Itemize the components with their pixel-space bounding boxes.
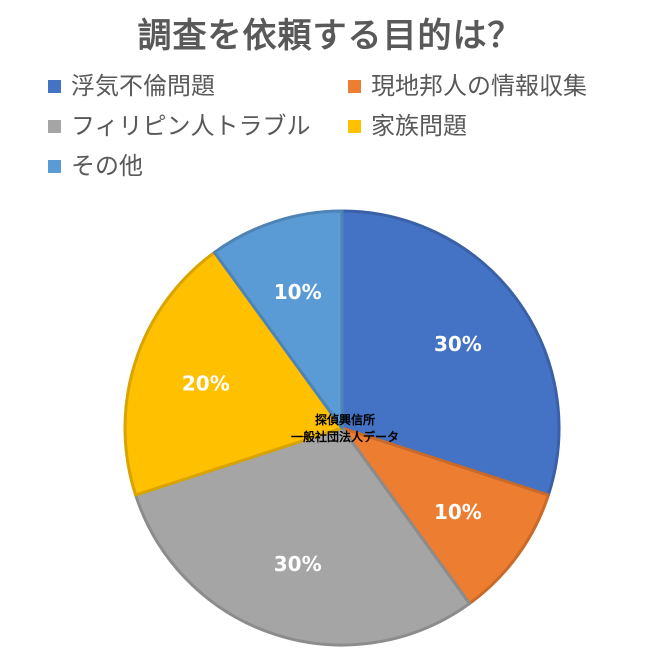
legend-swatch-4 [48,159,61,173]
watermark-line-1: 探偵興信所 [314,413,375,427]
data-labels: 30% 10% 30% 20% 10% [182,280,482,576]
legend-swatch-1 [348,79,361,93]
watermark: 探偵興信所 一般社団法人データ [270,412,420,446]
legend-swatch-2 [48,119,61,133]
watermark-line-2: 一般社団法人データ [290,430,399,444]
legend-item-1: 現地邦人の情報収集 [348,74,587,98]
legend-label-4: その他 [71,152,143,180]
legend-label-1: 現地邦人の情報収集 [371,72,587,100]
legend-label-3: 家族問題 [371,112,467,140]
legend-item-0: 浮気不倫問題 [48,74,215,98]
data-label-1: 10% [434,500,482,524]
chart-title: 調査を依頼する目的は？ [137,16,523,56]
data-label-3: 20% [182,372,230,396]
pie-slice-3 [123,250,344,497]
legend-label-2: フィリピン人トラブル [71,112,311,140]
data-label-4: 10% [274,280,322,304]
pie-slice-2 [134,426,472,647]
data-label-2: 30% [274,552,322,576]
legend-swatch-3 [348,119,361,133]
pie-slice-0 [340,209,561,497]
data-label-0: 30% [434,332,482,356]
legend-item-2: フィリピン人トラブル [48,114,311,138]
legend-item-3: 家族問題 [348,114,467,138]
pie-slice-4 [212,209,344,430]
legend-item-4: その他 [48,154,143,178]
legend-label-0: 浮気不倫問題 [71,72,215,100]
pie-slice-1 [340,426,550,606]
legend-swatch-0 [48,79,61,93]
